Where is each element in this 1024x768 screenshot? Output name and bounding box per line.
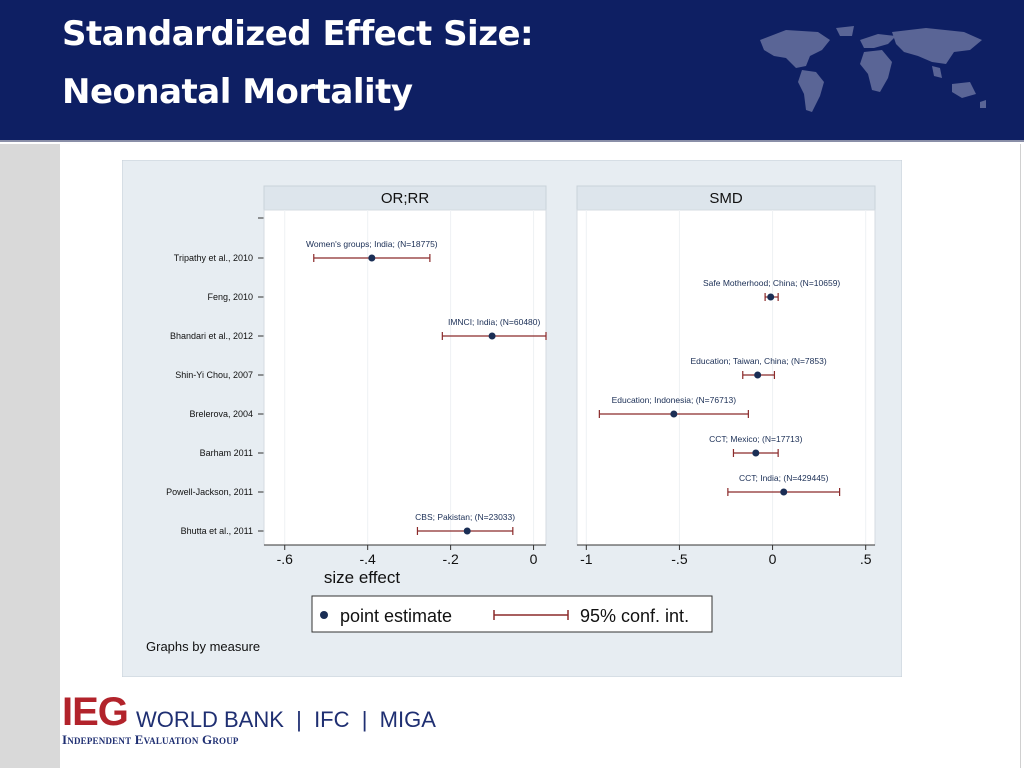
point-label: IMNCI; India; (N=60480): [448, 317, 541, 327]
study-label: Powell-Jackson, 2011: [166, 487, 253, 497]
slide-header: Standardized Effect Size: Neonatal Morta…: [0, 0, 1024, 142]
x-tick-label: 0: [769, 551, 777, 567]
point-estimate-marker: [752, 449, 760, 457]
legend-box: [311, 595, 713, 633]
point-label: Women's groups; India; (N=18775): [306, 239, 438, 249]
panel-header: [263, 185, 547, 211]
study-label: Tripathy et al., 2010: [174, 253, 253, 263]
panel-plot-area: [576, 209, 876, 546]
study-label: Brelerova, 2004: [189, 409, 253, 419]
legend-point-marker: [320, 611, 328, 619]
point-estimate-marker: [780, 488, 788, 496]
point-estimate-marker: [368, 254, 376, 262]
left-sidebar-band: [0, 144, 60, 768]
panel-title: SMD: [709, 190, 743, 207]
slide-title-line2: Neonatal Mortality: [62, 72, 413, 112]
point-label: Education; Indonesia; (N=76713): [612, 395, 737, 405]
point-estimate-marker: [670, 410, 678, 418]
study-label: Feng, 2010: [207, 292, 253, 302]
legend-ci-label: 95% conf. int.: [580, 606, 689, 626]
x-tick-label: -.2: [442, 551, 459, 567]
panel-header: [576, 185, 876, 211]
study-label: Bhutta et al., 2011: [181, 526, 253, 536]
x-tick-label: -.4: [360, 551, 377, 567]
study-label: Barham 2011: [200, 448, 253, 458]
x-tick-label: 0: [530, 551, 538, 567]
right-border-line: [1020, 144, 1021, 768]
forest-plot-chart: Tripathy et al., 2010 Feng, 2010 Bhandari …: [122, 160, 902, 677]
x-tick-label: .5: [860, 551, 872, 567]
point-estimate-marker: [754, 371, 762, 379]
logo-subtitle: Independent Evaluation Group: [62, 732, 239, 747]
point-label: Education; Taiwan, China; (N=7853): [691, 356, 827, 366]
point-estimate-marker: [767, 293, 775, 301]
ieg-logo: IEG WORLD BANK | IFC | MIGA Independent …: [62, 692, 442, 752]
point-label: Safe Motherhood; China; (N=10659): [703, 278, 840, 288]
study-label: Bhandari et al., 2012: [170, 331, 253, 341]
x-tick-label: -1: [580, 551, 593, 567]
point-estimate-marker: [488, 332, 496, 340]
point-label: CBS; Pakistan; (N=23033): [415, 512, 515, 522]
study-label: Shin-Yi Chou, 2007: [175, 370, 253, 380]
point-estimate-marker: [463, 527, 471, 535]
legend-point-label: point estimate: [340, 606, 452, 626]
panel-plot-area: [263, 209, 547, 546]
point-label: CCT; Mexico; (N=17713): [709, 434, 802, 444]
slide-title-line1: Standardized Effect Size:: [62, 14, 534, 54]
x-tick-label: -.6: [277, 551, 294, 567]
graphs-by-note: Graphs by measure: [146, 639, 260, 654]
panel-title: OR;RR: [381, 190, 430, 207]
world-map-icon: [760, 26, 986, 112]
logo-mark: IEG: [62, 690, 129, 734]
logo-organizations: WORLD BANK | IFC | MIGA: [136, 707, 436, 732]
x-tick-label: -.5: [671, 551, 688, 567]
x-axis-label: size effect: [324, 568, 401, 587]
chart-legend: point estimate 95% conf. int.: [311, 595, 713, 633]
point-label: CCT; India; (N=429445): [739, 473, 829, 483]
